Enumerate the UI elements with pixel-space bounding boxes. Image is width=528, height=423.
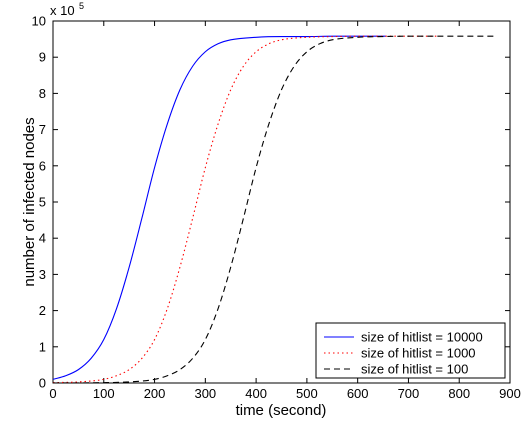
- y-tick-label: 0: [39, 376, 46, 391]
- y-tick-label: 10: [32, 14, 46, 29]
- y-tick-label: 2: [39, 303, 46, 318]
- x-tick-label: 600: [347, 386, 369, 401]
- legend-label-3: size of hitlist = 100: [361, 362, 468, 377]
- series-line-1: [52, 35, 386, 380]
- y-tick-label: 4: [39, 231, 46, 246]
- series-group: [52, 35, 495, 384]
- y-tick-label: 7: [39, 122, 46, 137]
- legend-label-2: size of hitlist = 1000: [361, 346, 476, 361]
- x-tick-label: 400: [245, 386, 267, 401]
- y-multiplier-exponent: 5: [79, 1, 84, 11]
- x-tick-label: 0: [49, 386, 56, 401]
- x-tick-label: 200: [144, 386, 166, 401]
- x-tick-label: 500: [296, 386, 318, 401]
- y-tick-label: 6: [39, 158, 46, 173]
- y-tick-label: 9: [39, 50, 46, 65]
- axis-ticks: 0 100 200 300 400 500 600 700 800 900 0 1 2 3 4 5 6 7 8 9 10: [32, 14, 521, 402]
- x-axis-title: time (second): [236, 402, 327, 419]
- x-tick-label: 100: [93, 386, 115, 401]
- x-tick-label: 900: [499, 386, 521, 401]
- y-tick-label: 8: [39, 86, 46, 101]
- y-tick-label: 1: [39, 339, 46, 354]
- y-multiplier-label: x 10: [50, 3, 75, 18]
- x-tick-label: 800: [448, 386, 470, 401]
- y-tick-label: 5: [39, 195, 46, 210]
- y-axis-title: number of infected nodes: [21, 117, 38, 286]
- x-tick-label: 300: [194, 386, 216, 401]
- series-line-3: [52, 35, 495, 384]
- y-tick-label: 3: [39, 267, 46, 282]
- x-tick-label: 700: [398, 386, 420, 401]
- legend-label-1: size of hitlist = 10000: [361, 330, 483, 345]
